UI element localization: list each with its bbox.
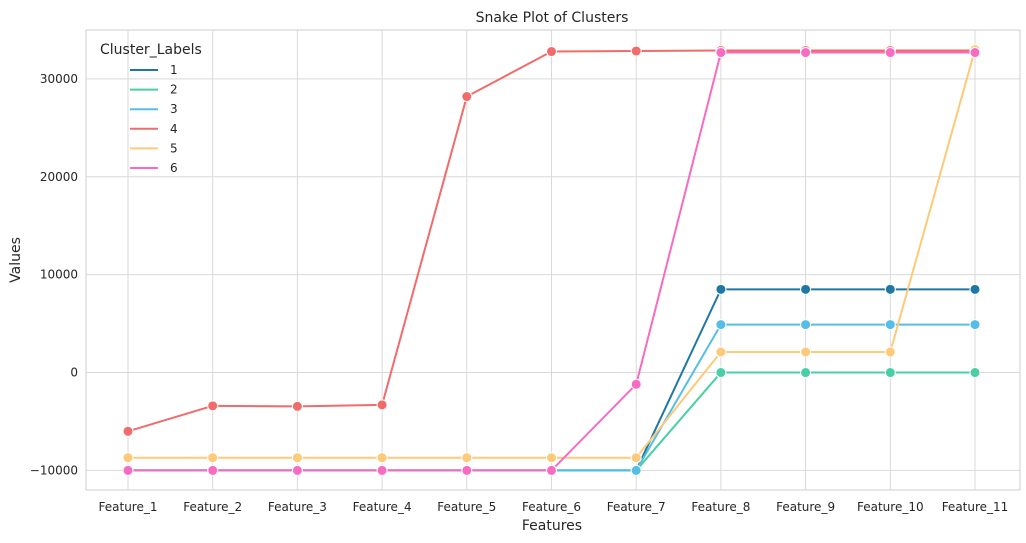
series-layer [122,44,981,476]
data-point [969,319,981,331]
y-axis-ticks: −10000 0 10000 20000 30000 [30,72,78,477]
data-point [630,452,642,464]
data-point [461,91,473,103]
x-tick-label: Feature_9 [776,500,835,514]
data-point [291,464,303,476]
data-point [207,452,219,464]
data-point [122,464,134,476]
y-tick-label: 0 [70,366,78,380]
series-5 [122,44,981,464]
plot-area [85,29,1021,491]
data-point [800,319,812,331]
data-point [461,452,473,464]
legend-label: 4 [170,122,178,136]
data-point [969,367,981,379]
data-point [207,464,219,476]
data-point [884,47,896,59]
data-point [715,367,727,379]
data-point [546,464,557,476]
x-tick-label: Feature_4 [353,500,412,514]
y-tick-label: −10000 [30,463,78,477]
data-point [546,46,557,58]
data-point [122,425,134,437]
data-point [715,319,727,331]
y-tick-label: 30000 [40,72,78,86]
data-point [800,367,812,379]
y-axis-title: Values [8,237,24,283]
data-point [884,283,896,295]
data-point [291,452,303,464]
data-point [546,452,557,464]
x-tick-label: Feature_1 [99,500,158,514]
x-tick-label: Feature_10 [857,500,924,514]
y-tick-label: 20000 [40,170,78,184]
data-point [376,464,388,476]
series-6 [122,47,981,476]
data-point [291,400,303,412]
data-point [884,319,896,331]
data-point [715,283,727,295]
x-tick-label: Feature_8 [691,500,750,514]
data-point [207,400,219,412]
legend-label: 2 [170,83,178,97]
legend-label: 6 [170,161,178,175]
legend-label: 3 [170,102,178,116]
chart-title: Snake Plot of Clusters [476,10,629,26]
data-point [884,367,896,379]
data-point [884,346,896,358]
data-point [800,47,812,59]
legend: Cluster_Labels 1 2 3 4 5 6 [100,42,202,175]
data-point [630,378,642,390]
data-point [376,399,388,411]
x-axis-ticks: Feature_1 Feature_2 Feature_3 Feature_4 Feat… [99,500,1009,514]
data-point [969,47,981,59]
data-point [376,452,388,464]
x-axis-title: Features [522,518,582,534]
legend-label: 1 [170,63,178,77]
data-point [715,47,727,59]
data-point [800,283,812,295]
x-tick-label: Feature_5 [437,500,496,514]
x-tick-label: Feature_11 [942,500,1009,514]
data-point [800,346,812,358]
data-point [715,346,727,358]
x-tick-label: Feature_2 [183,500,242,514]
x-tick-label: Feature_6 [522,500,581,514]
data-point [630,45,642,57]
x-tick-label: Feature_7 [607,500,666,514]
legend-label: 5 [170,141,178,155]
data-point [630,464,642,476]
y-tick-label: 10000 [40,268,78,282]
data-point [122,452,134,464]
x-tick-label: Feature_3 [268,500,327,514]
legend-title: Cluster_Labels [100,42,202,58]
data-point [461,464,473,476]
data-point [969,283,981,295]
